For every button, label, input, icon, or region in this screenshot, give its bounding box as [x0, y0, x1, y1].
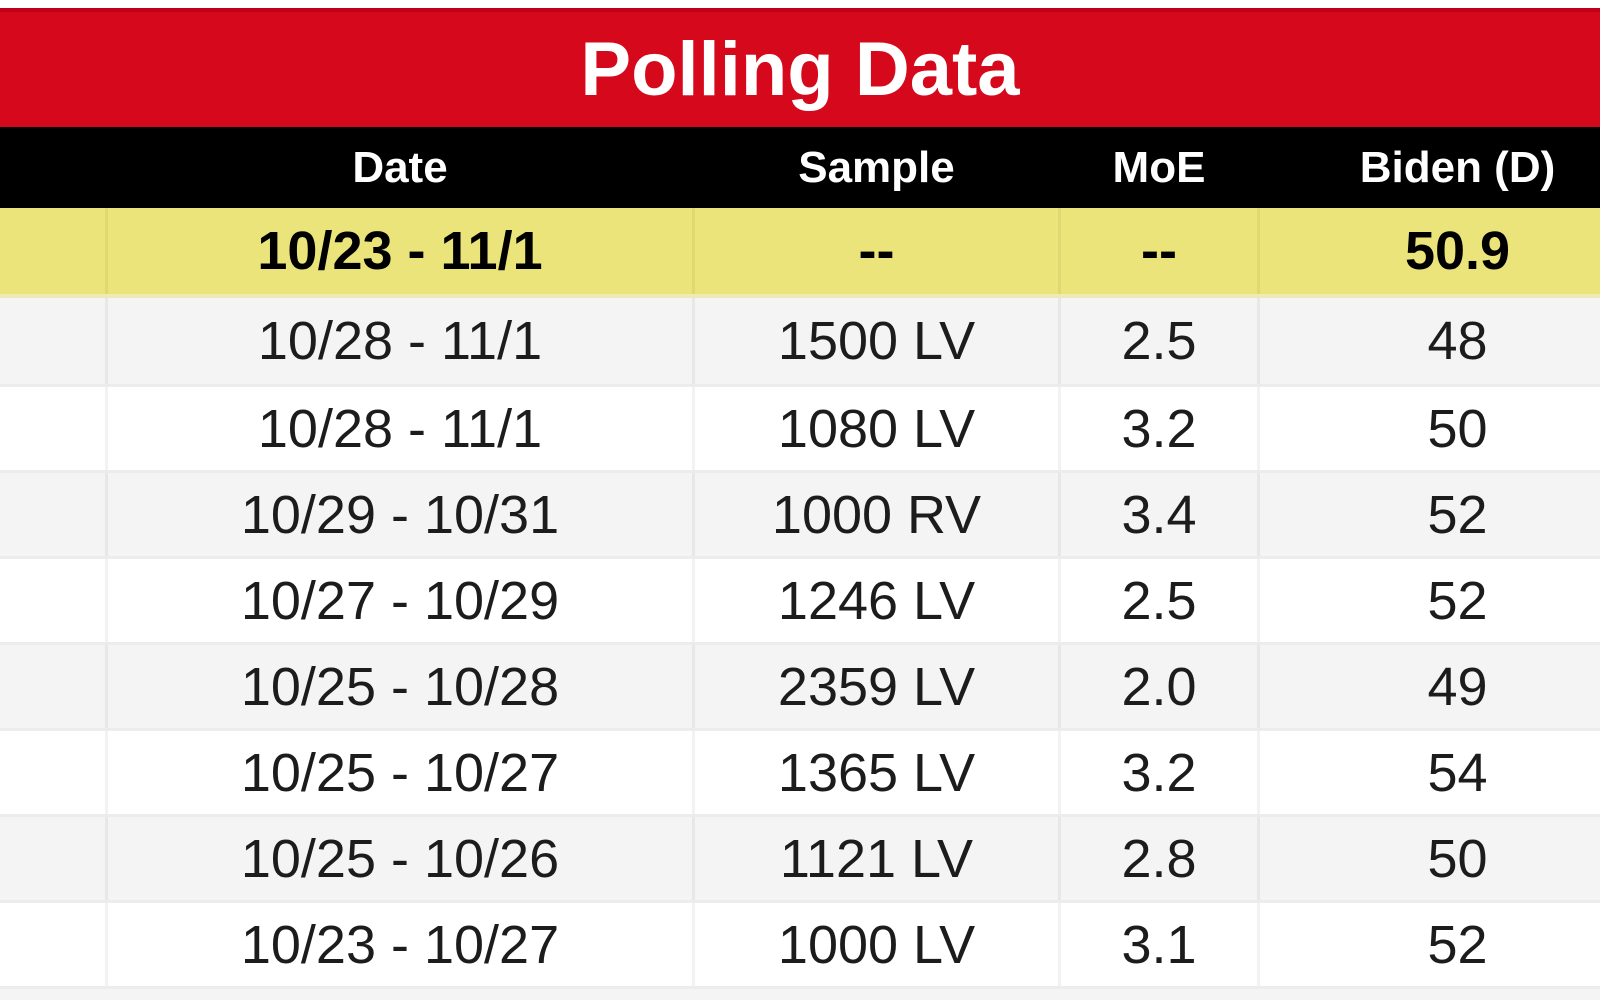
cell-empty	[0, 731, 105, 814]
cell-moe: 2.5	[1058, 298, 1257, 384]
cell-date: 10/28 - 11/1	[105, 298, 692, 384]
header-cell-moe: MoE	[1058, 127, 1257, 208]
table-row: 10/28 - 11/1 1500 LV 2.5 48	[0, 298, 1600, 384]
cell-moe: 3.1	[1058, 903, 1257, 986]
cell-biden: 50.9	[1257, 208, 1600, 294]
cell-sample: 2359 LV	[692, 645, 1058, 728]
cell-moe: 2.5	[1058, 559, 1257, 642]
cell-biden: 50	[1257, 817, 1600, 900]
cell-moe: 3.4	[1058, 473, 1257, 556]
cell-moe: 2.0	[1058, 645, 1257, 728]
cell-date: 10/25 - 10/28	[105, 645, 692, 728]
cell-sample: 1121 LV	[692, 817, 1058, 900]
cell-empty	[0, 645, 105, 728]
cell-sample: 1500 LV	[692, 298, 1058, 384]
header-cell-biden: Biden (D)	[1257, 127, 1600, 208]
cell-sample: --	[692, 208, 1058, 294]
average-row-highlighted: 10/23 - 11/1 -- -- 50.9	[0, 208, 1600, 298]
cell-empty	[0, 817, 105, 900]
cell-sample: 1080 LV	[692, 387, 1058, 470]
cell-biden: 50	[1257, 387, 1600, 470]
header-cell-sample: Sample	[692, 127, 1058, 208]
cell-biden: 52	[1257, 559, 1600, 642]
cell-date: 10/27 - 10/29	[105, 559, 692, 642]
table-title: Polling Data	[580, 26, 1020, 112]
cell-date: 10/23 - 10/27	[105, 903, 692, 986]
table-header-row: Date Sample MoE Biden (D)	[0, 127, 1600, 208]
cell-sample: 1365 LV	[692, 731, 1058, 814]
cell-moe: 3.2	[1058, 387, 1257, 470]
table-row: 10/25 - 10/27 1365 LV 3.2 54	[0, 728, 1600, 814]
cell-empty	[0, 559, 105, 642]
cell-moe: 3.2	[1058, 731, 1257, 814]
cell-date: 10/25 - 10/26	[105, 817, 692, 900]
table-row: 10/29 - 10/31 1000 RV 3.4 52	[0, 470, 1600, 556]
header-cell-empty	[0, 127, 105, 208]
cell-biden: 49	[1257, 645, 1600, 728]
cell-biden: 54	[1257, 731, 1600, 814]
cell-date: 10/25 - 10/27	[105, 731, 692, 814]
cell-date: 10/28 - 11/1	[105, 387, 692, 470]
cell-date: 10/29 - 10/31	[105, 473, 692, 556]
next-row-partially-visible	[0, 986, 1600, 1000]
cell-sample: 1000 LV	[692, 903, 1058, 986]
cell-empty	[0, 903, 105, 986]
top-margin-strip	[0, 0, 1600, 8]
table-row: 10/25 - 10/26 1121 LV 2.8 50	[0, 814, 1600, 900]
header-cell-date: Date	[105, 127, 692, 208]
cell-moe: --	[1058, 208, 1257, 294]
cell-biden: 52	[1257, 473, 1600, 556]
cell-moe: 2.8	[1058, 817, 1257, 900]
table-title-bar: Polling Data	[0, 8, 1600, 127]
cell-biden: 52	[1257, 903, 1600, 986]
table-row: 10/28 - 11/1 1080 LV 3.2 50	[0, 384, 1600, 470]
cell-empty	[0, 208, 105, 294]
cell-empty	[0, 298, 105, 384]
cell-sample: 1000 RV	[692, 473, 1058, 556]
cell-empty	[0, 387, 105, 470]
table-row: 10/23 - 10/27 1000 LV 3.1 52	[0, 900, 1600, 986]
cell-date: 10/23 - 11/1	[105, 208, 692, 294]
cell-sample: 1246 LV	[692, 559, 1058, 642]
table-row: 10/27 - 10/29 1246 LV 2.5 52	[0, 556, 1600, 642]
table-row: 10/25 - 10/28 2359 LV 2.0 49	[0, 642, 1600, 728]
cell-biden: 48	[1257, 298, 1600, 384]
cell-empty	[0, 473, 105, 556]
